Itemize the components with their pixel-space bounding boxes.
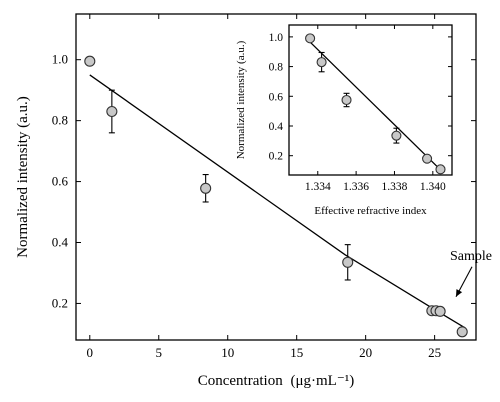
sample-annotation: Sample bbox=[450, 249, 492, 264]
x-tick-label: 20 bbox=[359, 345, 372, 360]
y-tick-label: 0.2 bbox=[52, 295, 68, 310]
inset-fit-line bbox=[309, 41, 441, 171]
data-point bbox=[84, 55, 96, 67]
x-tick-label: 1.334 bbox=[305, 181, 331, 193]
main-plot-frame bbox=[75, 13, 477, 341]
data-point bbox=[305, 33, 316, 44]
sample-annotation-arrowhead bbox=[456, 289, 463, 297]
x-tick-label: 1.336 bbox=[343, 181, 369, 193]
main-plot: 0 5 10 15 20 25 0.2 0.4 0.6 0.8 1.0 Normalized int… bbox=[15, 13, 492, 389]
data-point bbox=[341, 94, 352, 106]
x-tick-label: 10 bbox=[221, 345, 234, 360]
data-point bbox=[106, 105, 118, 118]
inset-plot: 1.334 1.336 1.338 1.340 0.2 0.4 0.6 0.8 1.0 Norm… bbox=[235, 24, 453, 217]
main-x-axis-title-text: Concentration bbox=[198, 373, 283, 389]
inset-data-points bbox=[305, 33, 446, 175]
data-point bbox=[391, 130, 402, 141]
x-tick-label: 15 bbox=[290, 345, 303, 360]
y-tick-label: 1.0 bbox=[52, 52, 68, 67]
data-point bbox=[434, 305, 446, 317]
data-point bbox=[422, 153, 433, 164]
y-tick-label: 0.6 bbox=[269, 91, 284, 103]
inset-y-axis-title: Normalized intensity (a.u.) bbox=[235, 40, 247, 159]
y-tick-label: 0.6 bbox=[52, 174, 69, 189]
main-x-axis-title: Concentration (μg·mL⁻¹) bbox=[198, 373, 355, 389]
inset-plot-frame bbox=[288, 24, 453, 176]
main-x-axis-title-unit: (μg·mL⁻¹) bbox=[290, 373, 354, 389]
x-tick-label: 1.340 bbox=[420, 181, 446, 193]
y-tick-label: 0.2 bbox=[269, 151, 284, 163]
x-tick-label: 1.338 bbox=[382, 181, 408, 193]
main-fit-line bbox=[89, 74, 466, 329]
main-axis-ticks: 0 5 10 15 20 25 0.2 0.4 0.6 0.8 1.0 bbox=[52, 14, 476, 360]
data-point bbox=[200, 182, 212, 194]
inset-axis-ticks: 1.334 1.336 1.338 1.340 0.2 0.4 0.6 0.8 1.0 bbox=[269, 25, 452, 193]
y-tick-label: 0.8 bbox=[269, 62, 284, 74]
x-tick-label: 0 bbox=[87, 345, 94, 360]
data-point bbox=[456, 326, 468, 338]
data-point bbox=[342, 256, 354, 268]
x-tick-label: 25 bbox=[428, 345, 441, 360]
y-tick-label: 0.4 bbox=[52, 235, 69, 250]
data-point bbox=[316, 57, 327, 68]
y-tick-label: 1.0 bbox=[269, 32, 284, 44]
main-y-axis-title: Normalized intensity (a.u.) bbox=[15, 96, 31, 258]
inset-x-axis-title: Effective refractive index bbox=[314, 205, 427, 217]
x-tick-label: 5 bbox=[156, 345, 163, 360]
data-point bbox=[435, 164, 446, 175]
main-data-points bbox=[84, 55, 468, 338]
y-tick-label: 0.4 bbox=[269, 121, 284, 133]
y-tick-label: 0.8 bbox=[52, 113, 68, 128]
